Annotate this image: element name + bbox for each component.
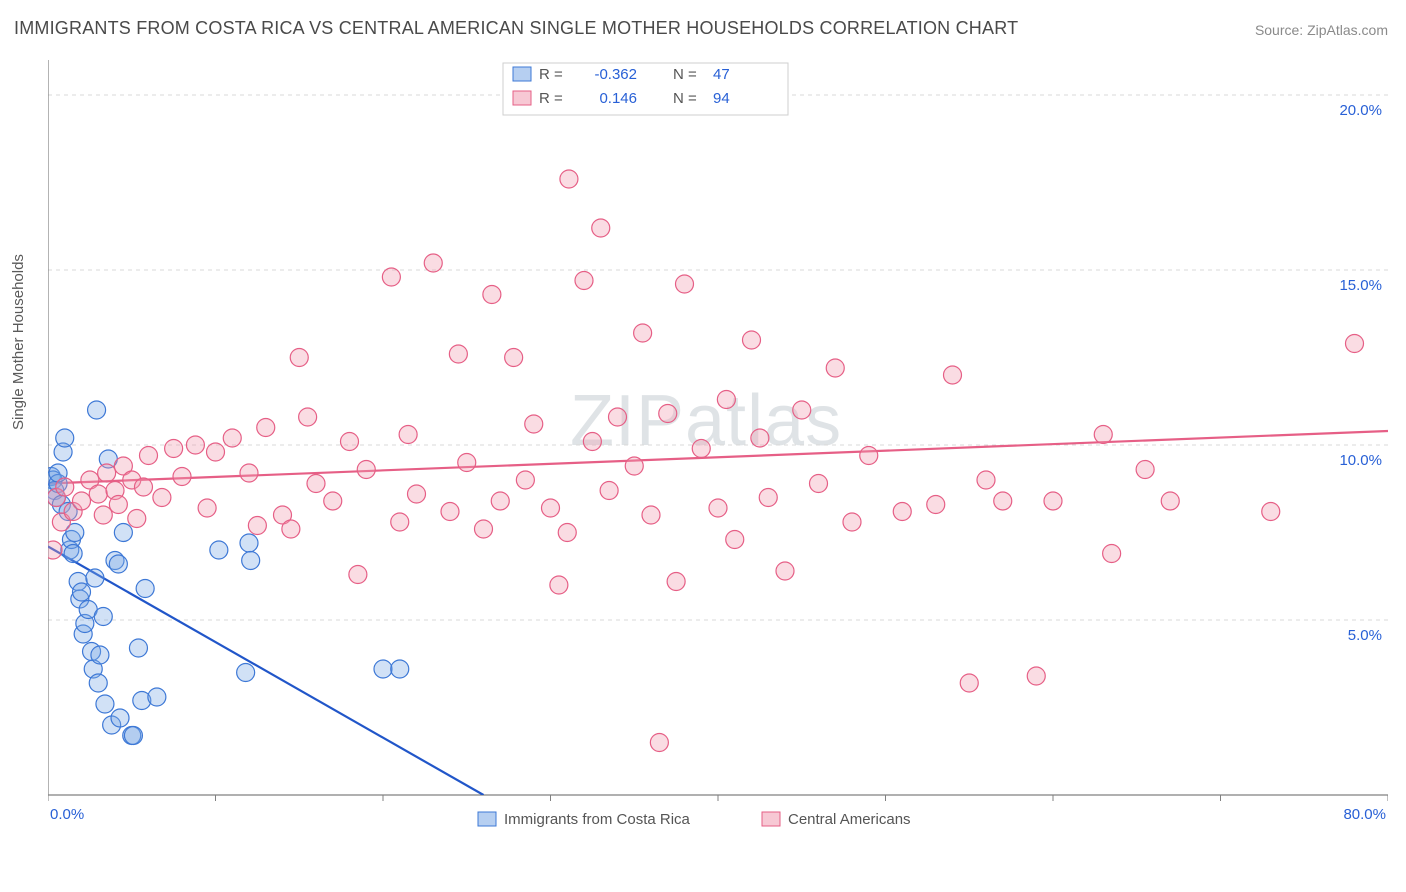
- svg-text:N =: N =: [673, 90, 697, 107]
- svg-text:80.0%: 80.0%: [1343, 806, 1386, 823]
- svg-text:Immigrants from Costa Rica: Immigrants from Costa Rica: [504, 811, 691, 828]
- svg-text:94: 94: [713, 90, 730, 107]
- svg-text:N =: N =: [673, 66, 697, 83]
- chart-title: IMMIGRANTS FROM COSTA RICA VS CENTRAL AM…: [14, 18, 1018, 39]
- svg-text:-0.362: -0.362: [594, 66, 637, 83]
- svg-text:5.0%: 5.0%: [1348, 627, 1382, 644]
- svg-text:0.146: 0.146: [599, 90, 637, 107]
- source-attribution: Source: ZipAtlas.com: [1255, 22, 1388, 38]
- svg-text:47: 47: [713, 66, 730, 83]
- svg-text:0.0%: 0.0%: [50, 806, 84, 823]
- svg-text:20.0%: 20.0%: [1339, 102, 1382, 119]
- svg-text:Central Americans: Central Americans: [788, 811, 911, 828]
- source-name: ZipAtlas.com: [1307, 22, 1388, 38]
- svg-text:15.0%: 15.0%: [1339, 277, 1382, 294]
- source-label: Source:: [1255, 22, 1303, 38]
- scatter-chart: 0.0% 80.0% 5.0% 10.0% 15.0% 20.0% R = -0.362 N =…: [48, 60, 1388, 830]
- svg-text:R =: R =: [539, 66, 563, 83]
- svg-text:R =: R =: [539, 90, 563, 107]
- svg-text:10.0%: 10.0%: [1339, 452, 1382, 469]
- y-axis-label: Single Mother Households: [10, 254, 27, 430]
